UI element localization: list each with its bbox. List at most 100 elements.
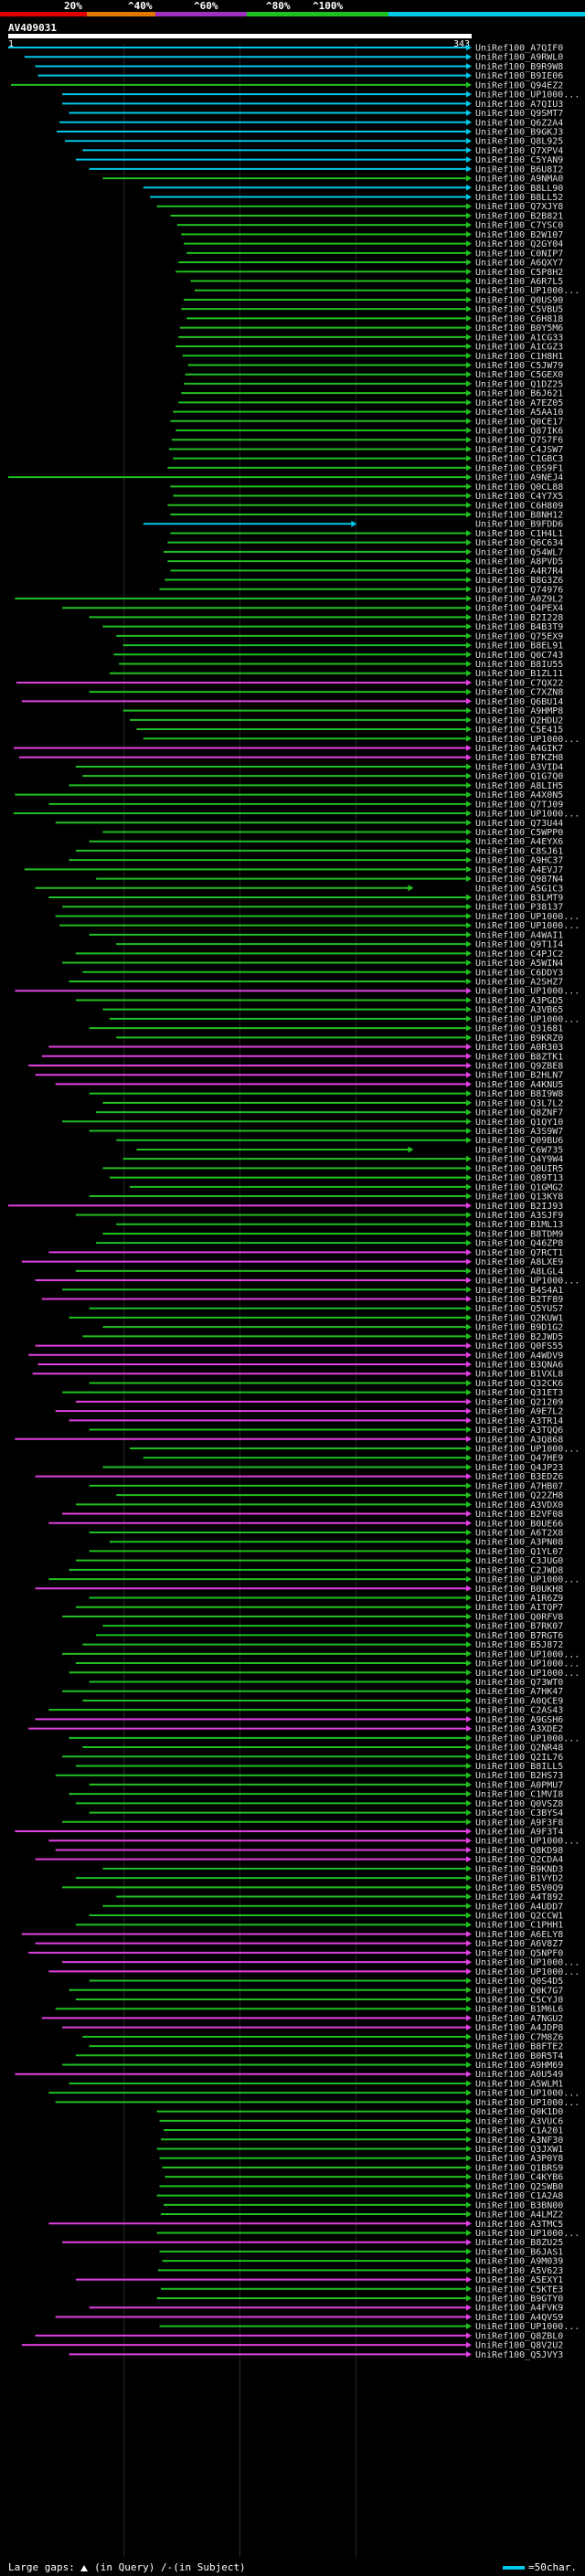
hit-row[interactable]: UniRef100_A3PGD5 (75, 996, 563, 1006)
hit-row[interactable]: UniRef100_Q94EZ2 (10, 80, 563, 90)
hit-label[interactable]: UniRef100_UP1000... (475, 912, 580, 922)
hit-label[interactable]: UniRef100_Q73U44 (475, 819, 563, 829)
hit-label[interactable]: UniRef100_Q0FS55 (475, 1341, 563, 1352)
hit-label[interactable]: UniRef100_Q2GY04 (475, 239, 563, 249)
hit-label[interactable]: UniRef100_B8LL90 (475, 184, 563, 194)
hit-label[interactable]: UniRef100_B7KZH8 (475, 753, 563, 763)
hit-label[interactable]: UniRef100_C5YAN9 (475, 155, 563, 165)
hit-row[interactable]: UniRef100_A4T892 (116, 1892, 563, 1903)
hit-row[interactable]: UniRef100_C3JUG0 (75, 1556, 563, 1566)
hit-row[interactable]: UniRef100_B8LL52 (150, 193, 563, 203)
hit-row[interactable]: UniRef100_Q89T13 (109, 1173, 563, 1183)
hit-label[interactable]: UniRef100_Q5JVY3 (475, 2350, 563, 2360)
hit-label[interactable]: UniRef100_B6JAS1 (475, 2247, 563, 2257)
hit-label[interactable]: UniRef100_A0R303 (475, 1043, 563, 1053)
hit-row[interactable]: UniRef100_B2TF89 (41, 1295, 563, 1305)
hit-row[interactable]: UniRef100_A7QIU3 (62, 100, 563, 110)
hit-label[interactable]: UniRef100_A9RWL0 (475, 53, 563, 63)
hit-row[interactable]: UniRef100_B2B821 (170, 211, 563, 221)
hit-label[interactable]: UniRef100_B2JWD5 (475, 1332, 563, 1342)
hit-label[interactable]: UniRef100_Q54WL7 (475, 547, 563, 557)
hit-label[interactable]: UniRef100_Q89T13 (475, 1173, 563, 1183)
hit-label[interactable]: UniRef100_Q4PEX4 (475, 604, 563, 614)
hit-label[interactable]: UniRef100_A0Z9L2 (475, 594, 563, 604)
hit-row[interactable]: UniRef100_Q1G7Q0 (82, 772, 563, 782)
hit-row[interactable]: UniRef100_Q5NPF0 (28, 1948, 563, 1958)
hit-row[interactable]: UniRef100_Q1DZ25 (184, 379, 563, 389)
hit-row[interactable]: UniRef100_Q5YUS7 (89, 1304, 564, 1314)
hit-row[interactable]: UniRef100_Q3JXW1 (156, 2145, 564, 2155)
hit-row[interactable]: UniRef100_A9NEJ4 (8, 473, 563, 483)
hit-row[interactable]: UniRef100_A3VB65 (102, 1005, 563, 1015)
hit-label[interactable]: UniRef100_B3BN00 (475, 2200, 563, 2210)
hit-label[interactable]: UniRef100_UP1000... (475, 1669, 580, 1679)
hit-label[interactable]: UniRef100_UP1000... (475, 810, 580, 820)
hit-label[interactable]: UniRef100_UP1000... (475, 921, 580, 931)
hit-label[interactable]: UniRef100_B2HS73 (475, 1771, 563, 1781)
hit-row[interactable]: UniRef100_A6R7L5 (190, 277, 564, 287)
hit-row[interactable]: UniRef100_A5V623 (158, 2266, 563, 2276)
hit-row[interactable]: UniRef100_P38137 (62, 903, 563, 913)
hit-row[interactable]: UniRef100_A9HMP8 (122, 706, 564, 716)
hit-row[interactable]: UniRef100_C5JW79 (187, 361, 564, 371)
hit-label[interactable]: UniRef100_A4GIK7 (475, 744, 563, 754)
hit-row[interactable]: UniRef100_Q7XPV4 (82, 146, 563, 156)
hit-label[interactable]: UniRef100_Q3JXW1 (475, 2145, 563, 2155)
hit-label[interactable]: UniRef100_C6DDY3 (475, 968, 563, 978)
hit-label[interactable]: UniRef100_C8SJ61 (475, 846, 563, 856)
hit-row[interactable]: UniRef100_A5AA10 (173, 408, 563, 418)
hit-row[interactable]: UniRef100_A9GSH6 (35, 1715, 564, 1725)
hit-label[interactable]: UniRef100_A3VDX0 (475, 1500, 563, 1511)
hit-row[interactable]: UniRef100_B1VYD2 (75, 1874, 563, 1884)
hit-label[interactable]: UniRef100_A9NMA0 (475, 175, 563, 185)
hit-row[interactable]: UniRef100_UP1000... (159, 2322, 580, 2332)
hit-row[interactable]: UniRef100_B0UE66 (48, 1519, 563, 1529)
hit-label[interactable]: UniRef100_A3VUC6 (475, 2116, 563, 2126)
hit-label[interactable]: UniRef100_A1TQP7 (475, 1603, 563, 1613)
hit-label[interactable]: UniRef100_Q2IL76 (475, 1753, 563, 1763)
hit-label[interactable]: UniRef100_A3Q868 (475, 1435, 563, 1445)
hit-label[interactable]: UniRef100_Q8V2U2 (475, 2341, 563, 2351)
hit-row[interactable]: UniRef100_A3PN08 (109, 1538, 563, 1548)
hit-label[interactable]: UniRef100_UP1000... (475, 286, 580, 296)
hit-row[interactable]: UniRef100_A6ELY8 (21, 1930, 564, 1940)
hit-label[interactable]: UniRef100_C7XZN8 (475, 688, 563, 698)
hit-row[interactable]: UniRef100_C5CYJ0 (75, 1995, 563, 2005)
hit-label[interactable]: UniRef100_B1VXL8 (475, 1370, 563, 1380)
hit-label[interactable]: UniRef100_A4T892 (475, 1892, 563, 1903)
hit-row[interactable]: UniRef100_A1TQP7 (75, 1603, 563, 1613)
hit-row[interactable]: UniRef100_A3S9W7 (89, 1127, 564, 1137)
hit-row[interactable]: UniRef100_UP1000... (194, 286, 580, 296)
hit-row[interactable]: UniRef100_A3TR14 (69, 1416, 564, 1426)
hit-label[interactable]: UniRef100_A0U549 (475, 2070, 563, 2080)
hit-label[interactable]: UniRef100_A3TMC5 (475, 2220, 563, 2230)
hit-label[interactable]: UniRef100_Q0S4D5 (475, 1977, 563, 1987)
hit-row[interactable]: UniRef100_C1H8H1 (182, 352, 564, 362)
hit-label[interactable]: UniRef100_A8LXE9 (475, 1257, 563, 1267)
hit-label[interactable]: UniRef100_C1GBC3 (475, 454, 563, 464)
hit-row[interactable]: UniRef100_A0QCE9 (82, 1696, 563, 1706)
hit-label[interactable]: UniRef100_A5AA10 (475, 408, 563, 418)
hit-row[interactable]: UniRef100_C1A2A8 (156, 2191, 564, 2201)
hit-row[interactable]: UniRef100_A3VUC6 (159, 2116, 564, 2126)
hit-row[interactable]: UniRef100_B6JAS1 (159, 2247, 564, 2257)
hit-row[interactable]: UniRef100_Q2SWB0 (159, 2182, 564, 2192)
hit-row[interactable]: UniRef100_B3LMT9 (48, 894, 563, 904)
hit-row[interactable]: UniRef100_UP1000... (55, 912, 580, 922)
hit-row[interactable]: UniRef100_C5GEX0 (185, 370, 564, 380)
hit-label[interactable]: UniRef100_Q87IK6 (475, 427, 563, 437)
hit-label[interactable]: UniRef100_Q7S7F6 (475, 436, 563, 446)
hit-label[interactable]: UniRef100_B4S4A1 (475, 1286, 563, 1296)
hit-row[interactable]: UniRef100_Q9SMT7 (69, 109, 564, 119)
hit-row[interactable]: UniRef100_A8LGL4 (75, 1267, 563, 1277)
hit-row[interactable]: UniRef100_A3VDX0 (75, 1500, 563, 1511)
hit-row[interactable]: UniRef100_Q2KUW1 (69, 1313, 564, 1323)
hit-label[interactable]: UniRef100_A3PGD5 (475, 996, 563, 1006)
hit-row[interactable]: UniRef100_C1A201 (163, 2126, 563, 2136)
hit-label[interactable]: UniRef100_C4KYB6 (475, 2173, 563, 2183)
hit-row[interactable]: UniRef100_Q21209 (75, 1397, 563, 1407)
hit-row[interactable]: UniRef100_B8LL90 (143, 184, 564, 194)
hit-row[interactable]: UniRef100_Q7S7F6 (171, 436, 563, 446)
hit-label[interactable]: UniRef100_A6QXY7 (475, 259, 563, 269)
hit-row[interactable]: UniRef100_Q32CK6 (89, 1379, 564, 1389)
